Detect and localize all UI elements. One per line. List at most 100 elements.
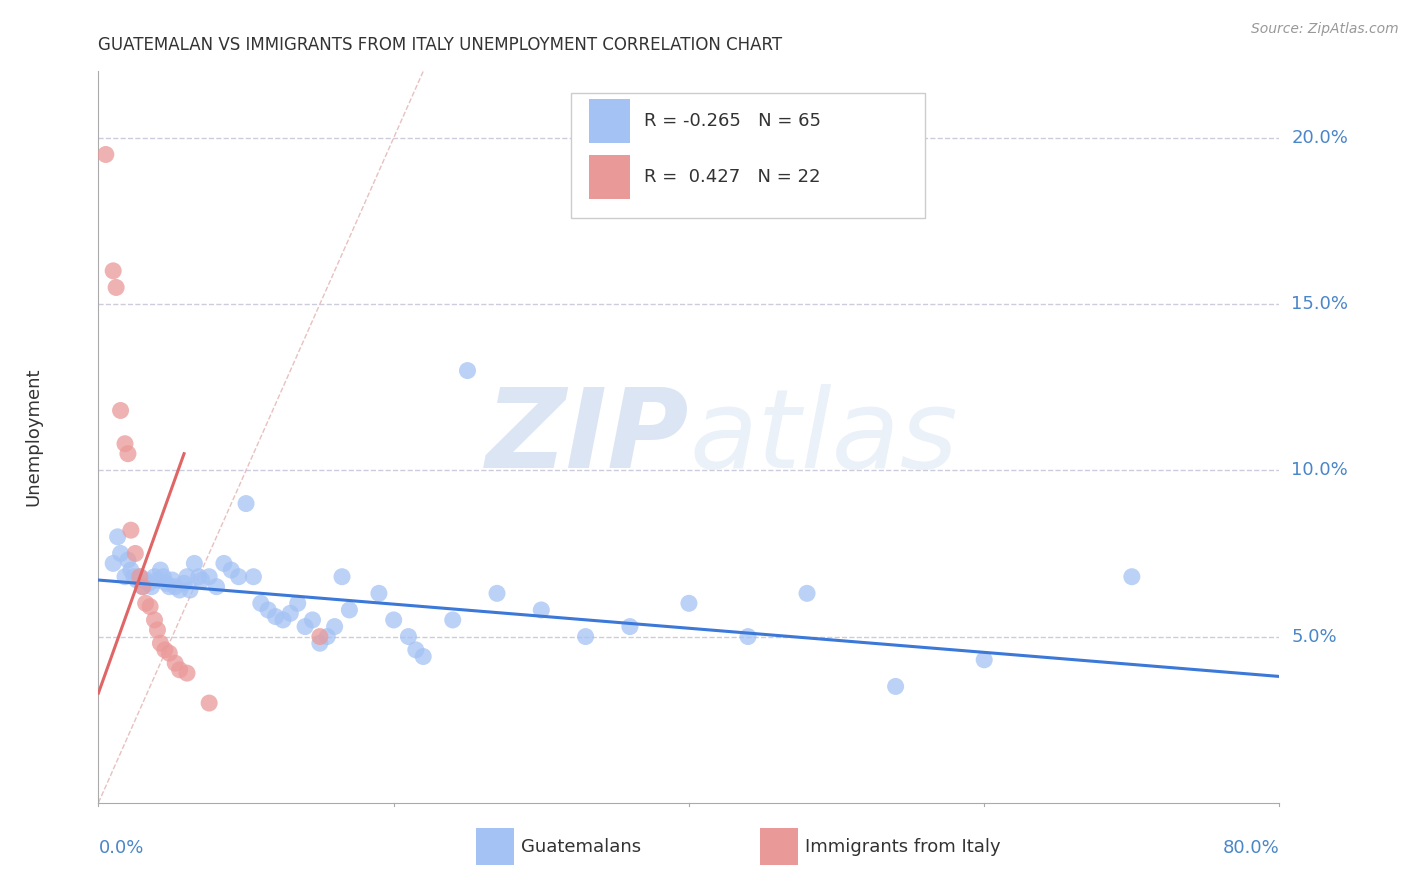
Point — [737, 630, 759, 644]
Point — [294, 619, 316, 633]
Point — [135, 596, 157, 610]
Point — [796, 586, 818, 600]
Point — [678, 596, 700, 610]
Point — [323, 619, 346, 633]
Point — [157, 646, 180, 660]
Point — [574, 630, 596, 644]
Point — [396, 630, 419, 644]
Point — [176, 570, 198, 584]
Point — [278, 607, 302, 621]
Point — [316, 630, 339, 644]
Point — [337, 603, 360, 617]
Point — [412, 649, 434, 664]
Text: 20.0%: 20.0% — [1291, 128, 1348, 147]
Point — [120, 563, 142, 577]
Point — [120, 523, 142, 537]
Point — [242, 570, 264, 584]
Text: R = -0.265   N = 65: R = -0.265 N = 65 — [644, 112, 821, 130]
Text: Immigrants from Italy: Immigrants from Italy — [804, 838, 1000, 855]
Text: Guatemalans: Guatemalans — [522, 838, 641, 855]
Point — [179, 582, 201, 597]
Text: 80.0%: 80.0% — [1223, 839, 1279, 857]
FancyBboxPatch shape — [571, 94, 925, 218]
Bar — [589, 155, 630, 199]
Point — [191, 573, 214, 587]
Point — [405, 643, 427, 657]
Point — [105, 280, 128, 294]
Point — [143, 613, 166, 627]
Point — [117, 553, 139, 567]
Point — [187, 570, 209, 584]
Point — [103, 557, 125, 571]
Point — [124, 546, 146, 560]
Point — [198, 696, 221, 710]
Point — [235, 497, 257, 511]
Point — [138, 576, 160, 591]
Point — [149, 563, 172, 577]
Point — [382, 613, 405, 627]
Point — [212, 557, 235, 571]
Text: 0.0%: 0.0% — [98, 839, 143, 857]
Point — [301, 613, 323, 627]
Point — [128, 570, 150, 584]
Point — [157, 580, 180, 594]
Point — [169, 582, 191, 597]
Text: 15.0%: 15.0% — [1291, 295, 1348, 313]
Point — [143, 570, 166, 584]
Point — [176, 666, 198, 681]
Text: 5.0%: 5.0% — [1291, 628, 1337, 646]
Point — [135, 573, 157, 587]
Point — [114, 570, 136, 584]
Point — [117, 447, 139, 461]
Point — [486, 586, 509, 600]
Point — [125, 573, 148, 587]
Point — [884, 680, 907, 694]
Point — [132, 580, 155, 594]
Point — [330, 570, 353, 584]
Point — [114, 436, 136, 450]
Point — [165, 656, 187, 670]
Bar — [589, 99, 630, 143]
Point — [153, 643, 176, 657]
Text: atlas: atlas — [689, 384, 957, 491]
Point — [368, 586, 391, 600]
Point — [94, 147, 117, 161]
Point — [530, 603, 553, 617]
Point — [309, 630, 332, 644]
Text: GUATEMALAN VS IMMIGRANTS FROM ITALY UNEMPLOYMENT CORRELATION CHART: GUATEMALAN VS IMMIGRANTS FROM ITALY UNEM… — [98, 36, 783, 54]
Point — [152, 570, 174, 584]
Point — [219, 563, 242, 577]
Point — [139, 599, 162, 614]
Text: ZIP: ZIP — [485, 384, 689, 491]
Point — [456, 363, 478, 377]
Point — [149, 636, 172, 650]
Point — [271, 613, 294, 627]
Point — [141, 580, 163, 594]
Point — [173, 576, 195, 591]
Point — [287, 596, 309, 610]
Point — [198, 570, 221, 584]
Point — [257, 603, 280, 617]
Point — [110, 403, 132, 417]
Point — [110, 546, 132, 560]
Point — [103, 264, 125, 278]
Point — [155, 576, 177, 591]
Point — [973, 653, 995, 667]
Point — [183, 557, 205, 571]
Bar — [759, 829, 797, 865]
Point — [162, 573, 183, 587]
Point — [441, 613, 464, 627]
Point — [619, 619, 641, 633]
Point — [107, 530, 129, 544]
Text: R =  0.427   N = 22: R = 0.427 N = 22 — [644, 168, 821, 186]
Point — [122, 570, 145, 584]
Point — [205, 580, 228, 594]
Text: 10.0%: 10.0% — [1291, 461, 1348, 479]
Point — [146, 623, 169, 637]
Point — [309, 636, 332, 650]
Point — [264, 609, 287, 624]
Text: Source: ZipAtlas.com: Source: ZipAtlas.com — [1251, 22, 1399, 37]
Point — [165, 580, 187, 594]
Point — [250, 596, 273, 610]
Point — [132, 580, 155, 594]
